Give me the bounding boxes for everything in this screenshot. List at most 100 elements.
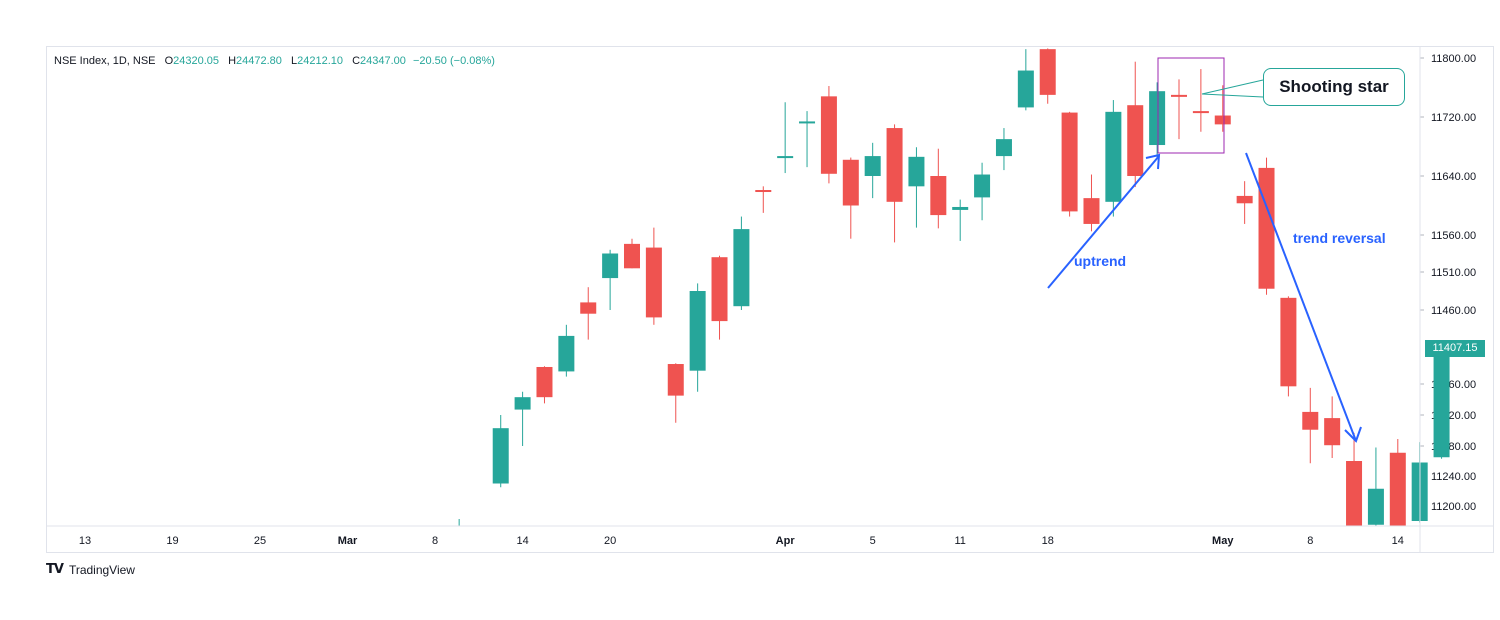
bearish-candle xyxy=(711,255,728,340)
candle-body xyxy=(1171,94,1187,97)
y-tick-label: 11560.00 xyxy=(1431,230,1476,242)
y-tick-label: 11720.00 xyxy=(1431,112,1476,124)
tradingview-logo-icon: TV xyxy=(46,562,64,577)
bullish-candle xyxy=(1017,49,1034,111)
bearish-candle xyxy=(1389,439,1406,526)
bullish-candle xyxy=(974,162,991,221)
candle-body xyxy=(1346,461,1363,526)
candle-body xyxy=(842,159,859,206)
bearish-candle xyxy=(820,86,837,184)
candle-body xyxy=(492,428,509,484)
bearish-candle xyxy=(1192,69,1209,132)
x-tick-label: May xyxy=(1212,535,1234,547)
legend-symbol: NSE Index, 1D, NSE xyxy=(54,55,156,67)
bearish-candle xyxy=(1236,181,1253,224)
candle-body xyxy=(930,176,947,216)
y-tick-label: 11460.00 xyxy=(1431,305,1476,317)
legend-close-label: C xyxy=(352,55,361,67)
tradingview-name: TradingView xyxy=(68,562,135,577)
chart-legend: NSE Index, 1D, NSE O24320.05 H24472.80 L… xyxy=(54,55,495,67)
bearish-candle xyxy=(667,363,684,423)
bearish-candle xyxy=(1258,157,1275,295)
bearish-candle xyxy=(930,148,947,229)
candle-body xyxy=(820,96,837,174)
candle-body xyxy=(1017,70,1034,108)
uptrend-arrowhead xyxy=(1145,153,1161,170)
y-tick-label: 11510.00 xyxy=(1431,267,1476,279)
candle-body xyxy=(908,156,925,187)
candle-body xyxy=(1192,111,1209,114)
bullish-candle xyxy=(733,216,750,310)
bullish-candle xyxy=(1149,82,1166,158)
uptrend-label: uptrend xyxy=(1074,253,1127,269)
legend-high-label: H xyxy=(228,55,237,67)
bullish-candle xyxy=(558,324,575,377)
candle-body xyxy=(711,257,728,322)
bearish-candle xyxy=(1214,85,1231,132)
candle-body xyxy=(1149,91,1166,146)
candle-body xyxy=(1433,349,1450,458)
candle-body xyxy=(514,397,531,410)
bearish-candle xyxy=(1324,396,1341,458)
bullish-candle xyxy=(1433,345,1450,459)
x-tick-label: 8 xyxy=(1307,535,1313,547)
bearish-candle xyxy=(1171,79,1187,140)
candle-body xyxy=(1214,115,1231,125)
bearish-candle xyxy=(1039,48,1056,104)
y-tick-label: 11200.00 xyxy=(1431,501,1476,513)
callout-connector-top xyxy=(1201,79,1264,95)
bullish-candle xyxy=(689,283,706,392)
x-tick-label: 5 xyxy=(870,535,876,547)
candle-body xyxy=(1061,112,1078,212)
candle-body xyxy=(1105,111,1122,202)
legend-open-value: 24320.05 xyxy=(173,55,220,67)
candle-body xyxy=(536,366,553,398)
candle-body xyxy=(1039,49,1056,95)
candle-body xyxy=(689,291,706,371)
tradingview-branding[interactable]: TV TradingView xyxy=(46,562,135,577)
candle-body xyxy=(667,364,684,396)
bearish-candle xyxy=(1083,174,1100,232)
candle-body xyxy=(580,302,597,314)
bullish-candle xyxy=(995,128,1012,171)
x-tick-label: 14 xyxy=(516,535,528,547)
bearish-candle xyxy=(886,124,903,243)
candle-body xyxy=(733,229,750,307)
candle-body xyxy=(1258,167,1275,289)
bearish-candle xyxy=(1127,61,1144,188)
bearish-candle xyxy=(536,366,553,404)
y-tick-label: 11240.00 xyxy=(1431,471,1476,483)
candle-body xyxy=(1389,452,1406,526)
candle-body xyxy=(777,156,794,159)
bearish-candle xyxy=(1346,432,1363,526)
bearish-candle xyxy=(580,287,597,340)
legend-low-label: L xyxy=(290,55,298,67)
candle-body xyxy=(602,253,619,279)
bullish-candle xyxy=(602,249,619,310)
bearish-candle xyxy=(1061,111,1078,217)
y-tick-label: 11640.00 xyxy=(1431,171,1476,183)
reversal-arrow xyxy=(1245,152,1357,442)
last-price-tag: 11407.15 xyxy=(1425,340,1485,357)
candle-body xyxy=(1302,411,1319,430)
x-tick-label: Apr xyxy=(776,535,796,547)
x-tick-label: 19 xyxy=(166,535,178,547)
bearish-candle xyxy=(1280,296,1297,397)
legend-change-value: −20.50 (−0.08%) xyxy=(412,55,495,67)
bearish-candle xyxy=(645,227,662,325)
x-tick-label: 13 xyxy=(79,535,91,547)
trend-reversal-label: trend reversal xyxy=(1293,230,1386,246)
legend-open-label: O xyxy=(164,55,174,67)
bullish-candle xyxy=(1367,447,1384,526)
x-tick-label: 25 xyxy=(254,535,266,547)
bearish-candle xyxy=(755,186,772,213)
bullish-candle xyxy=(952,199,969,241)
callout-connector-bottom xyxy=(1201,93,1264,98)
candle-body xyxy=(974,174,991,198)
x-tick-label: 11 xyxy=(954,535,965,547)
bullish-candle xyxy=(777,102,794,174)
bullish-candle xyxy=(799,111,816,168)
y-tick-label: 11800.00 xyxy=(1431,53,1476,65)
bullish-candle xyxy=(492,415,509,488)
shooting-star-callout: Shooting star xyxy=(1263,68,1405,106)
